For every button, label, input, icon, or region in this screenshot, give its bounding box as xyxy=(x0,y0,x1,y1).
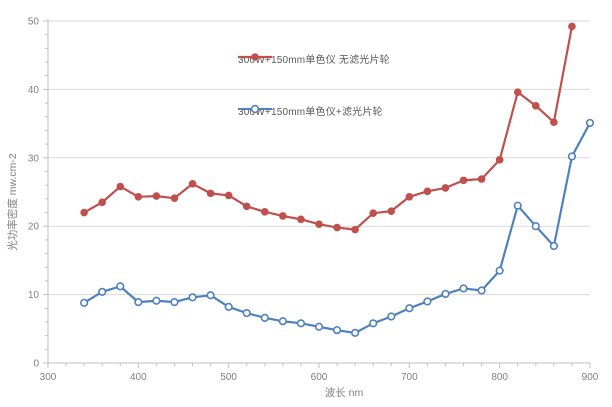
data-point-filled-circle xyxy=(423,187,432,196)
data-point-filled-circle xyxy=(369,209,378,218)
data-point-filled-circle xyxy=(387,207,396,215)
y-tick-label: 20 xyxy=(28,222,40,233)
data-point-filled-circle xyxy=(477,175,486,183)
legend-label-with-filter-wheel: 300W+150mm单色仪+滤光片轮 xyxy=(238,107,383,118)
y-tick-label: 40 xyxy=(28,85,40,96)
x-axis-title: 波长 nm xyxy=(325,386,364,399)
data-point-filled-circle xyxy=(170,194,179,202)
data-point-open-circle xyxy=(567,152,577,161)
data-point-open-circle xyxy=(495,266,504,275)
data-point-filled-circle xyxy=(315,220,323,228)
data-point-filled-circle xyxy=(550,118,558,127)
data-point-filled-circle xyxy=(98,198,106,207)
data-point-filled-circle xyxy=(242,202,251,211)
data-point-open-circle xyxy=(224,302,233,312)
data-point-open-circle xyxy=(423,297,432,306)
data-point-open-circle xyxy=(314,322,324,331)
y-axis-title: 光功率密度 mw.cm-2 xyxy=(6,153,19,251)
x-tick-label: 900 xyxy=(582,372,599,383)
data-point-filled-circle xyxy=(134,192,143,201)
data-point-filled-circle xyxy=(279,212,287,220)
data-point-filled-circle xyxy=(459,176,468,185)
data-point-filled-circle xyxy=(568,22,576,31)
data-point-filled-circle xyxy=(224,191,233,200)
data-point-open-circle xyxy=(513,201,522,210)
legend-marker-blue-open-circle-icon xyxy=(238,104,272,114)
x-tick-label: 800 xyxy=(491,372,508,383)
data-point-filled-circle xyxy=(513,88,522,96)
data-point-open-circle xyxy=(188,293,197,302)
data-point-open-circle xyxy=(351,328,360,338)
data-point-open-circle xyxy=(152,296,161,305)
data-point-open-circle xyxy=(549,241,558,251)
data-point-filled-circle xyxy=(261,208,269,216)
data-point-open-circle xyxy=(459,284,468,293)
data-point-filled-circle xyxy=(441,184,450,192)
data-point-open-circle xyxy=(441,289,450,299)
legend-item-no-filter-wheel: 300W+150mm单色仪 无滤光片轮 xyxy=(238,51,390,66)
x-tick-label: 400 xyxy=(130,372,147,383)
data-point-open-circle xyxy=(369,319,378,328)
data-point-open-circle xyxy=(387,312,396,321)
legend-marker-red-filled-circle-icon xyxy=(238,53,272,61)
data-point-open-circle xyxy=(98,287,107,296)
data-point-filled-circle xyxy=(206,189,215,198)
data-point-open-circle xyxy=(80,298,89,307)
data-point-open-circle xyxy=(242,308,251,318)
data-point-filled-circle xyxy=(188,179,197,188)
data-point-open-circle xyxy=(134,298,143,307)
x-tick-label: 300 xyxy=(40,372,57,383)
legend-label-no-filter-wheel: 300W+150mm单色仪 无滤光片轮 xyxy=(238,55,390,66)
y-tick-label: 30 xyxy=(28,153,40,164)
y-tick-label: 0 xyxy=(33,359,39,370)
data-point-filled-circle xyxy=(333,223,341,232)
data-point-filled-circle xyxy=(495,156,504,164)
data-point-open-circle xyxy=(260,313,269,322)
data-point-filled-circle xyxy=(351,225,359,234)
legend-item-with-filter-wheel: 300W+150mm单色仪+滤光片轮 xyxy=(238,103,383,118)
x-tick-label: 500 xyxy=(220,372,237,383)
x-tick-label: 700 xyxy=(401,372,418,383)
x-tick-label: 600 xyxy=(311,372,328,383)
data-point-filled-circle xyxy=(532,102,540,110)
data-point-filled-circle xyxy=(116,182,125,191)
data-point-filled-circle xyxy=(80,208,88,217)
data-point-open-circle xyxy=(477,286,486,295)
data-point-filled-circle xyxy=(297,215,305,224)
series-line-no-filter-wheel xyxy=(83,25,574,231)
data-point-open-circle xyxy=(332,326,342,335)
data-point-filled-circle xyxy=(152,192,161,200)
data-point-open-circle xyxy=(116,282,125,291)
y-tick-label: 50 xyxy=(28,17,40,28)
data-point-open-circle xyxy=(531,222,540,231)
data-point-open-circle xyxy=(170,298,179,307)
data-point-filled-circle xyxy=(405,192,414,201)
data-point-open-circle xyxy=(585,118,595,128)
y-tick-label: 10 xyxy=(28,290,40,301)
data-point-open-circle xyxy=(296,319,306,328)
data-point-open-circle xyxy=(206,291,215,300)
data-point-open-circle xyxy=(278,317,287,326)
data-point-open-circle xyxy=(405,304,414,313)
